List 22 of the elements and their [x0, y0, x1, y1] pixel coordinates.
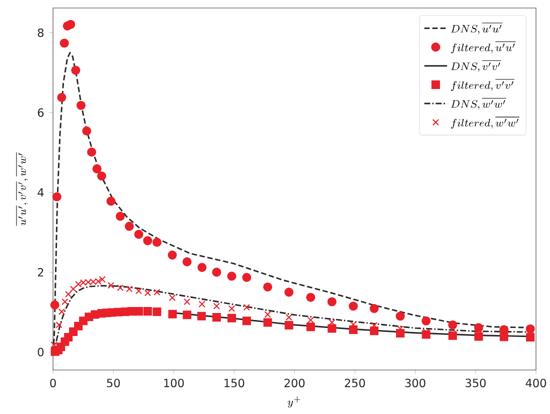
y-tick-label: 4 — [38, 188, 44, 197]
x-tick-label: 350 — [466, 378, 486, 388]
x-axis-title: $y^+$ — [288, 396, 300, 408]
x-tick-label: 400 — [526, 378, 546, 388]
x-tick-label: 0 — [50, 378, 56, 388]
x-tick-label: 100 — [164, 378, 184, 388]
y-tick-label: 2 — [38, 268, 44, 276]
x-tick-label: 150 — [224, 378, 244, 388]
y-tick-label: 8 — [38, 28, 44, 38]
legend-label: $DNS, \overline{w'w'}$ — [451, 98, 506, 110]
legend-label: $filtered, \overline{u'u'}$ — [451, 42, 516, 54]
legend-label: $filtered, \overline{v'v'}$ — [451, 79, 514, 91]
legend-label: $DNS, \overline{v'v'}$ — [451, 60, 502, 72]
legend-label: $filtered, \overline{w'w'}$ — [451, 117, 520, 129]
y-tick-label: 6 — [38, 108, 44, 117]
x-tick-label: 300 — [405, 378, 426, 388]
x-tick-label: 250 — [344, 378, 365, 388]
legend-label: $DNS, \overline{u'u'}$ — [451, 22, 502, 34]
y-axis-title: $\overline{u'u'}, \overline{v'v'}, \overline{w'w'}$ — [16, 152, 28, 226]
y-tick-label: 0 — [38, 348, 44, 356]
x-tick-label: 50 — [107, 378, 120, 388]
x-tick-label: 200 — [284, 378, 305, 388]
